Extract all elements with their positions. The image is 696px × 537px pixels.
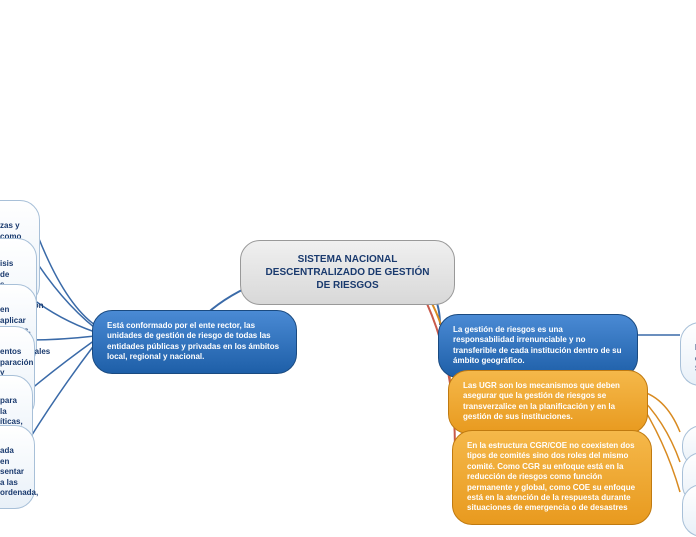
right-node-2[interactable]: Las UGR son los mecanismos que deben ase… [448,370,648,434]
left-fragment-6[interactable]: ada en sentar a las ordenada, [0,425,35,509]
left-fragment-6-text: ada en sentar a las ordenada, [0,446,38,497]
right-node-3[interactable]: En la estructura CGR/COE no coexisten do… [452,430,652,525]
center-node[interactable]: SISTEMA NACIONAL DESCENTRALIZADO DE GEST… [240,240,455,305]
right-node-2-text: Las UGR son los mecanismos que deben ase… [463,381,620,421]
right-node-1[interactable]: La gestión de riesgos es una responsabil… [438,314,638,378]
right-node-1-text: La gestión de riesgos es una responsabil… [453,325,621,365]
left-main-node[interactable]: Está conformado por el ente rector, las … [92,310,297,374]
right-fragment-1[interactable]: De des Sec [680,322,696,386]
center-title: SISTEMA NACIONAL DESCENTRALIZADO DE GEST… [266,254,430,291]
left-main-text: Está conformado por el ente rector, las … [107,321,279,361]
right-node-3-text: En la estructura CGR/COE no coexisten do… [467,441,635,512]
